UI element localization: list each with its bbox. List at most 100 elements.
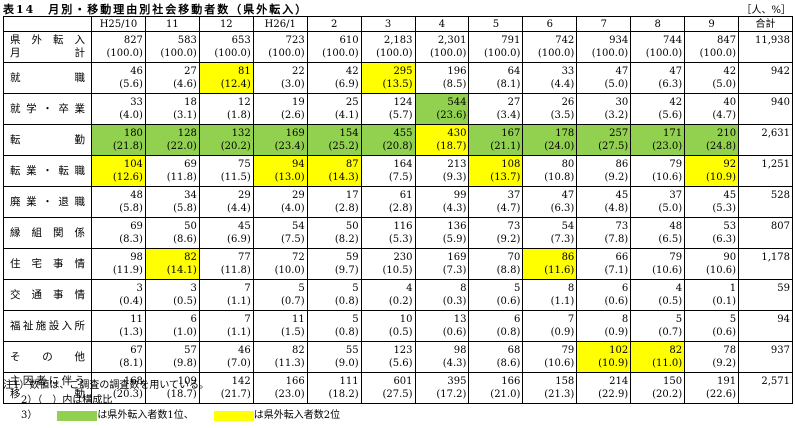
total: 11,938 — [738, 31, 793, 63]
cell: 171 (23.0) — [630, 124, 686, 156]
percent: (11.8) — [166, 172, 197, 183]
count: 42 — [669, 97, 683, 108]
count: 180 — [123, 128, 143, 139]
percent: (20.2) — [652, 389, 683, 400]
cell: 33 (4.0) — [91, 93, 146, 125]
count: 169 — [285, 128, 305, 139]
count: 59 — [345, 252, 359, 263]
cell: 5 (0.8) — [306, 310, 362, 342]
cell: 86 (9.2) — [576, 155, 632, 187]
percent: (3.4) — [496, 110, 521, 121]
percent: (23.6) — [436, 110, 467, 121]
percent: (0.6) — [604, 296, 629, 307]
count: 8 — [621, 314, 629, 325]
count: 150 — [663, 376, 683, 387]
percent: (4.8) — [604, 203, 629, 214]
percent: (4.3) — [442, 203, 467, 214]
row-label: その他 — [3, 341, 92, 373]
percent: (21.7) — [220, 389, 251, 400]
percent: (10.9) — [598, 358, 629, 369]
cell: 111 (18.2) — [306, 372, 362, 404]
percent: (100.0) — [160, 48, 197, 59]
percent: (5.8) — [173, 203, 197, 214]
column-header: 12 — [198, 16, 254, 32]
cell: 108 (13.7) — [468, 155, 524, 187]
total: 1,178 — [738, 248, 793, 280]
row-label: 交通事情 — [3, 279, 92, 311]
percent: (8.1) — [496, 79, 521, 90]
percent: (10.6) — [652, 265, 683, 276]
count: 6 — [190, 314, 197, 325]
count: 167 — [501, 128, 521, 139]
cell: 13 (0.6) — [414, 310, 470, 342]
count: 98 — [453, 345, 467, 356]
cell: 46 (5.6) — [91, 62, 146, 94]
count: 210 — [716, 128, 737, 139]
percent: (23.4) — [274, 141, 305, 152]
percent: (0.5) — [658, 296, 683, 307]
percent: (27.5) — [382, 389, 413, 400]
percent: (11.9) — [112, 265, 143, 276]
cell: 27 (4.6) — [144, 62, 200, 94]
count: 123 — [393, 345, 413, 356]
label-line: 転業・転職 — [10, 164, 85, 177]
percent: (21.0) — [490, 389, 521, 400]
count: 48 — [669, 221, 683, 232]
cell: 653 (100.0) — [198, 31, 254, 63]
percent: (27.5) — [598, 141, 629, 152]
cell: 69 (11.8) — [144, 155, 200, 187]
count: 111 — [339, 376, 359, 387]
count: 69 — [130, 221, 143, 232]
cell: 10 (0.5) — [360, 310, 416, 342]
percent: (3.2) — [604, 110, 629, 121]
cell: 128 (22.0) — [144, 124, 200, 156]
cell: 37 (4.7) — [468, 186, 524, 218]
count: 42 — [345, 66, 359, 77]
percent: (1.1) — [227, 296, 251, 307]
percent: (25.2) — [328, 141, 359, 152]
cell: 87 (14.3) — [306, 155, 362, 187]
cell: 4 (0.5) — [630, 279, 686, 311]
count: 54 — [291, 221, 305, 232]
count: 53 — [723, 221, 737, 232]
percent: (0.3) — [442, 296, 467, 307]
count: 5 — [298, 283, 305, 294]
percent: (22.0) — [166, 141, 197, 152]
count: 136 — [447, 221, 467, 232]
table-body: 県外転入 月計 827 (100.0) 583 (100.0) 653 (100.0) 723(… — [3, 31, 793, 404]
cell: 109 (18.7) — [144, 372, 200, 404]
cell: 53 (6.3) — [684, 217, 740, 249]
cell: 70 (8.8) — [468, 248, 524, 280]
count: 37 — [669, 190, 683, 201]
cell: 934 (100.0) — [576, 31, 632, 63]
count: 94 — [291, 159, 305, 170]
count: 82 — [669, 345, 683, 356]
count: 196 — [447, 66, 467, 77]
cell: 30 (3.2) — [576, 93, 632, 125]
count: 7 — [244, 283, 251, 294]
cell: 150 (20.2) — [630, 372, 686, 404]
total: 2,571 — [738, 372, 793, 404]
cell: 5 (0.7) — [630, 310, 686, 342]
percent: (3.0) — [280, 79, 305, 90]
count: 34 — [184, 190, 197, 201]
count: 82 — [291, 345, 305, 356]
percent: (17.2) — [436, 389, 467, 400]
percent: (8.8) — [496, 265, 521, 276]
row: 福祉施設入所 11 (1.3) 6 (1.0) 7 (1.1) 11 (1.5) 5 (0.8) 10… — [3, 310, 793, 342]
percent: (7.0) — [227, 358, 251, 369]
count: 45 — [723, 190, 737, 201]
cell: 79 (10.6) — [630, 248, 686, 280]
count: 86 — [615, 159, 629, 170]
count: 154 — [339, 128, 359, 139]
cell: 169 (7.3) — [414, 248, 470, 280]
cell: 6 (0.8) — [468, 310, 524, 342]
count: 116 — [393, 221, 413, 232]
count: 791 — [501, 35, 521, 46]
cell: 72 (10.0) — [252, 248, 308, 280]
percent: (0.8) — [334, 296, 359, 307]
percent: (0.6) — [496, 296, 521, 307]
total: 807 — [738, 217, 793, 249]
row-label: 転業・転職 — [3, 155, 92, 187]
percent: (9.8) — [173, 358, 197, 369]
